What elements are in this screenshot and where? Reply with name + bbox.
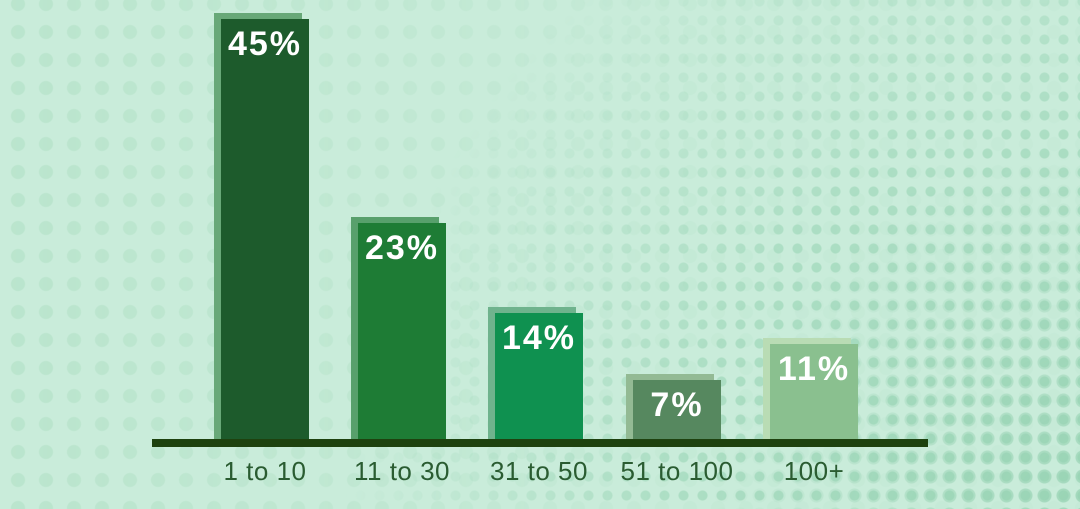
bar-31-to-50: 14% — [488, 307, 583, 439]
x-axis-tick-label: 100+ — [783, 456, 845, 486]
bar-fill — [495, 313, 583, 439]
bar-fill — [358, 223, 446, 439]
bar-value-label: 45% — [227, 25, 303, 63]
bar-100-plus: 11% — [763, 338, 858, 439]
bar-value-label: 7% — [650, 386, 704, 424]
bar-fill — [221, 19, 309, 439]
bar-group-51-to-100: 7% 51 to 100 — [621, 374, 733, 486]
x-axis-tick-label: 1 to 10 — [223, 456, 307, 486]
bar-value-label: 23% — [364, 229, 440, 267]
bar-fill — [633, 380, 721, 439]
x-axis-tick-label: 11 to 30 — [353, 456, 451, 486]
bar-11-to-30: 23% — [351, 217, 446, 439]
bar-group-11-to-30: 23% 11 to 30 — [351, 217, 450, 486]
bar-group-100-plus: 11% 100+ — [763, 338, 858, 486]
bar-value-label: 11% — [777, 350, 851, 388]
bar-value-label: 14% — [501, 319, 577, 357]
x-axis-tick-label: 31 to 50 — [490, 456, 588, 486]
x-axis-line — [152, 439, 928, 447]
bar-group-31-to-50: 14% 31 to 50 — [488, 307, 587, 486]
bar-group-1-to-10: 45% 1 to 10 — [214, 13, 309, 486]
bar-fill — [770, 344, 858, 439]
bar-51-to-100: 7% — [626, 374, 721, 439]
bar-1-to-10: 45% — [214, 13, 309, 439]
x-axis-tick-label: 51 to 100 — [620, 456, 734, 486]
